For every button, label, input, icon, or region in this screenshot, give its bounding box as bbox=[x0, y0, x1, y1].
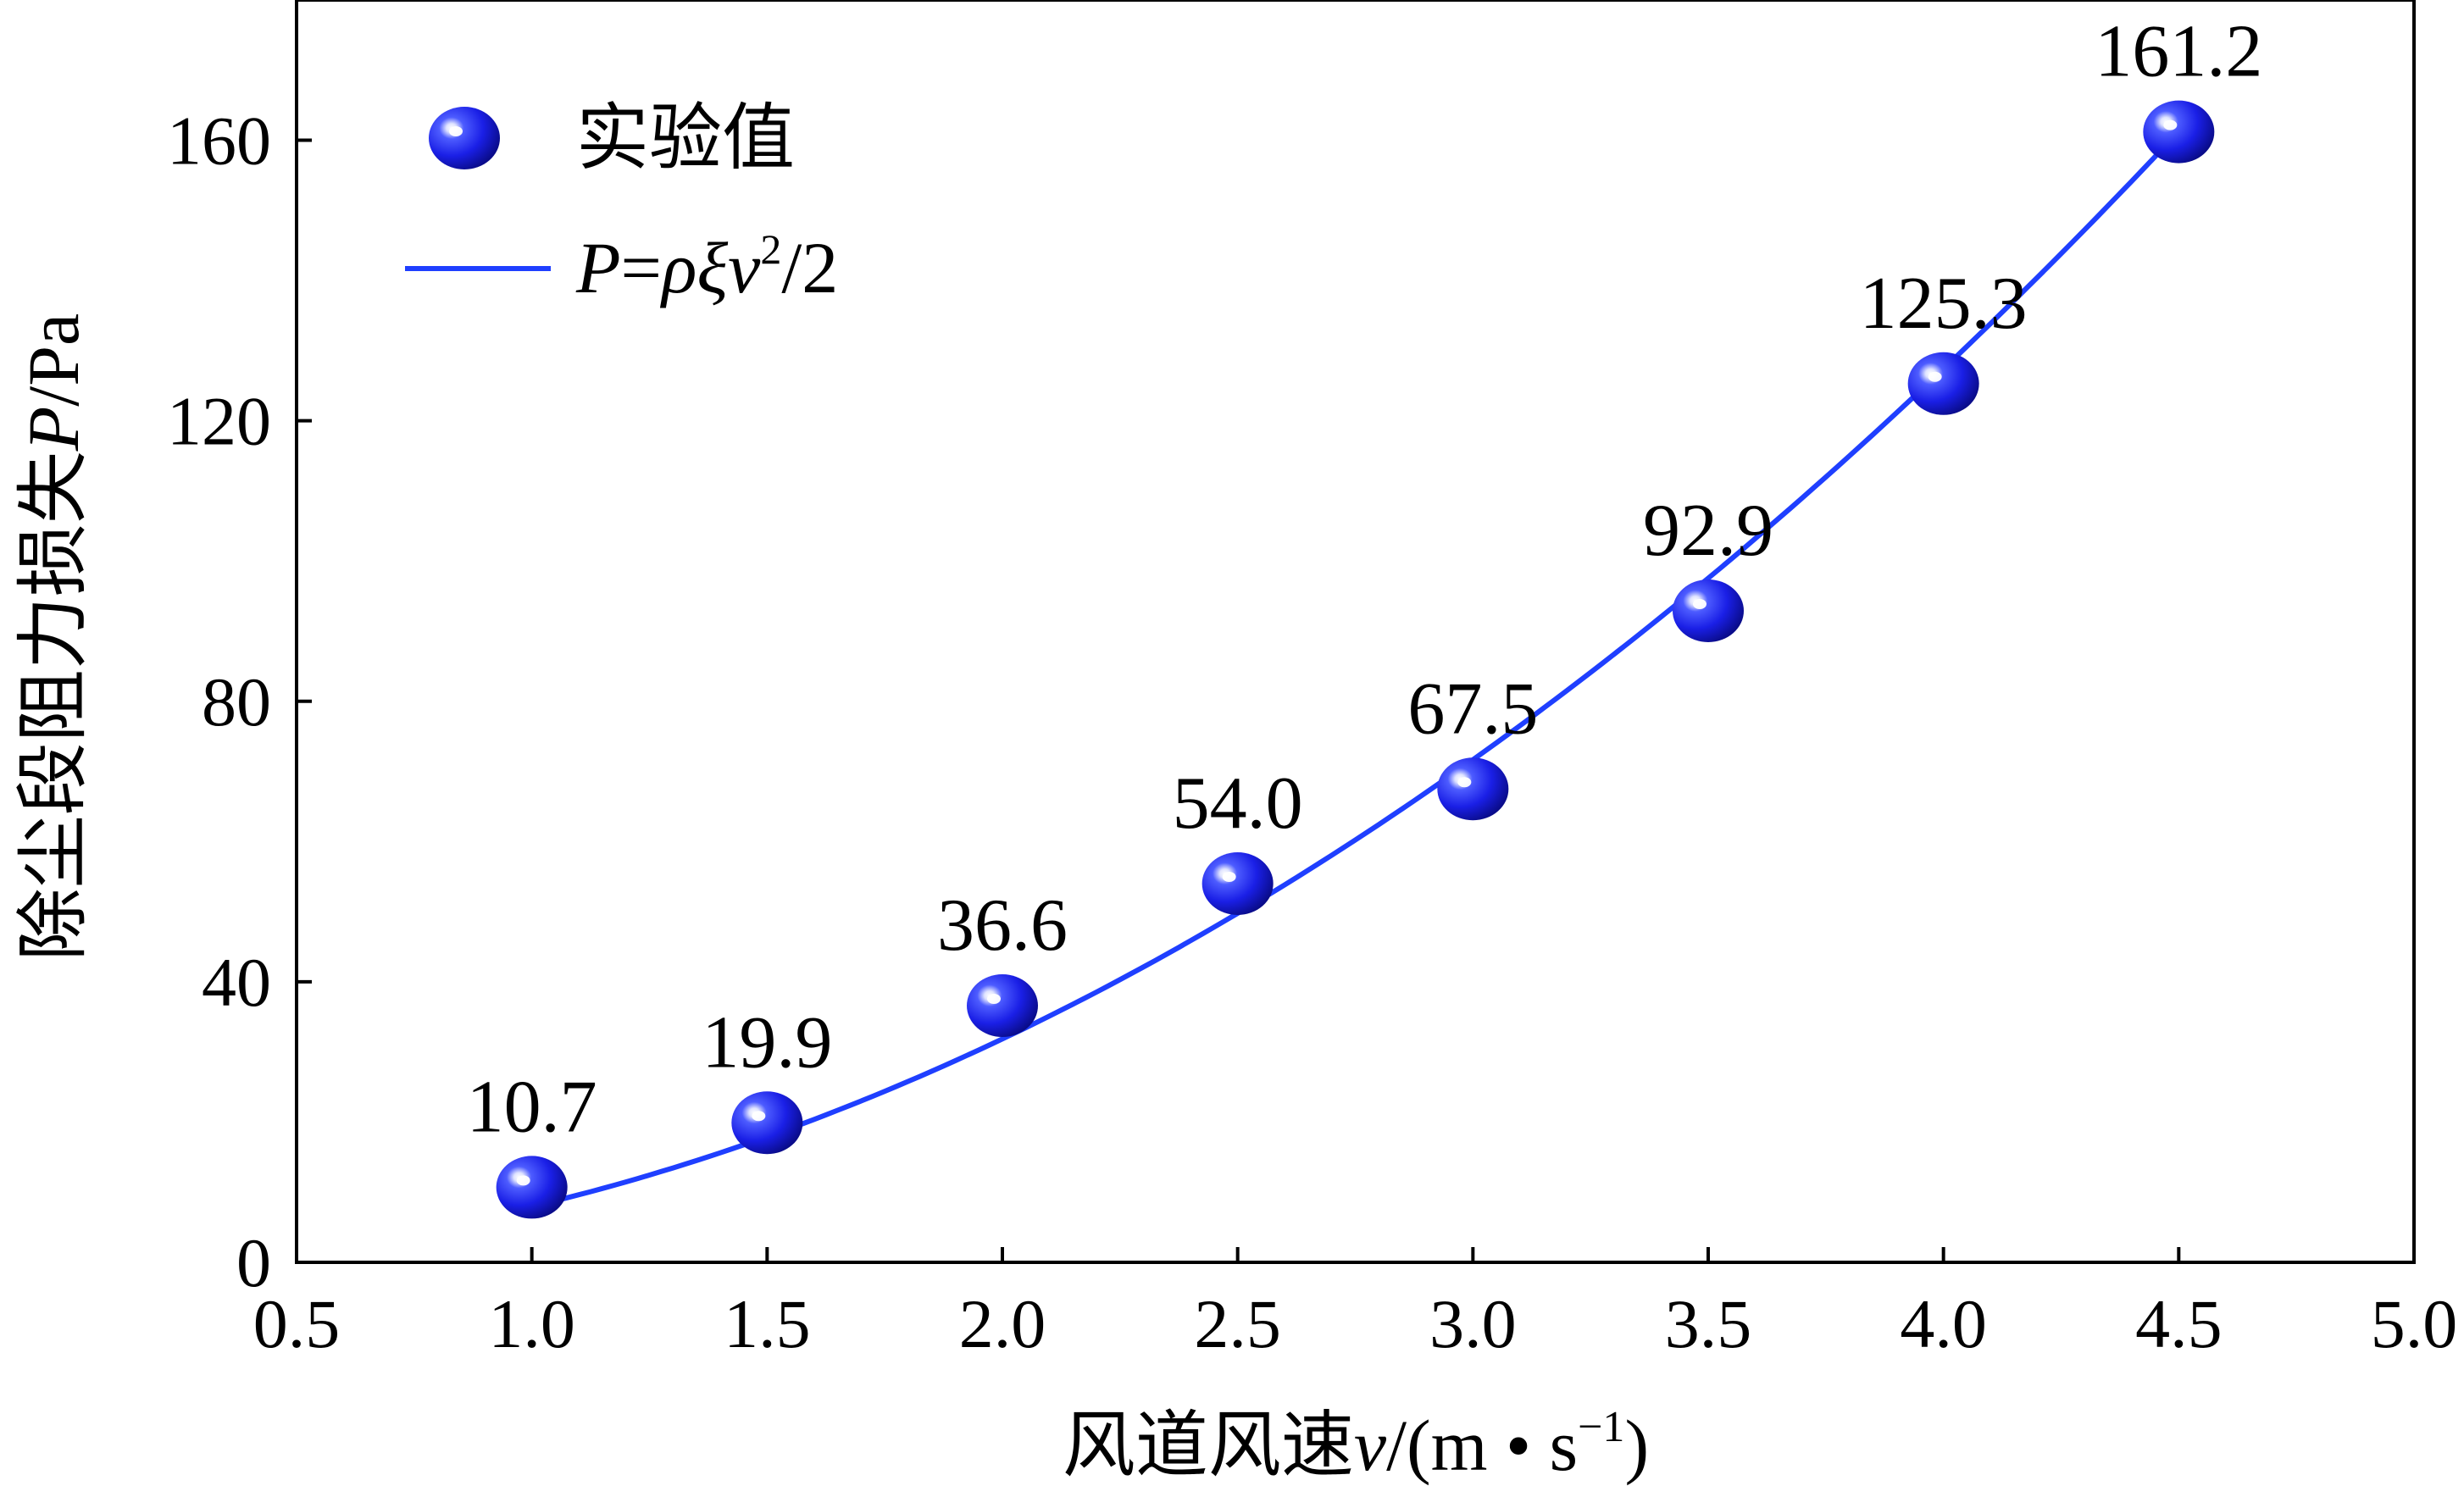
legend: 实验值 P=ρξv2/2 bbox=[405, 97, 838, 308]
y-axis: 0 40 80 120 160 bbox=[167, 103, 312, 1301]
formula-exponent: 2 bbox=[760, 225, 781, 273]
x-tick-label: 1.5 bbox=[724, 1285, 811, 1362]
data-label: 54.0 bbox=[1173, 762, 1303, 845]
x-tick-label: 3.5 bbox=[1665, 1285, 1752, 1362]
y-axis-title: 除尘段阻力损失P/Pa bbox=[13, 313, 94, 961]
y-tick-label: 40 bbox=[202, 944, 271, 1021]
fit-curve bbox=[530, 130, 2181, 1210]
x-axis-title-unit: /(m • s bbox=[1386, 1405, 1578, 1486]
data-point bbox=[731, 1091, 803, 1155]
x-tick-label: 4.5 bbox=[2135, 1285, 2223, 1362]
x-tick-label: 0.5 bbox=[253, 1285, 341, 1362]
y-axis-title-unit: /Pa bbox=[13, 313, 94, 407]
y-axis-title-cn: 除尘段阻力损失 bbox=[13, 451, 94, 961]
data-points-group bbox=[496, 100, 2215, 1219]
formula-v: v bbox=[728, 227, 761, 308]
data-point bbox=[967, 974, 1038, 1038]
x-axis-title: 风道风速v/(m • s−1) bbox=[1063, 1403, 1649, 1486]
legend-label-scatter: 实验值 bbox=[576, 97, 795, 179]
x-axis: 0.5 1.0 1.5 2.0 2.5 3.0 3.5 4.0 4.5 5.0 bbox=[253, 1247, 2458, 1362]
data-labels-group: 10.7 19.9 36.6 54.0 67.5 92.9 125.3 161.2 bbox=[467, 11, 2263, 1149]
x-axis-title-close: ) bbox=[1624, 1405, 1649, 1486]
fit-line-group bbox=[530, 130, 2181, 1210]
y-tick-label: 80 bbox=[202, 663, 271, 740]
x-axis-title-var: v bbox=[1354, 1405, 1387, 1486]
formula-rho-xi: ρξ bbox=[659, 227, 728, 308]
y-tick-label: 160 bbox=[167, 103, 271, 180]
x-axis-title-cn: 风道风速 bbox=[1063, 1405, 1354, 1486]
x-tick-label: 2.0 bbox=[959, 1285, 1046, 1362]
y-tick-label: 120 bbox=[167, 383, 271, 460]
data-point bbox=[1673, 579, 1744, 642]
x-tick-label: 2.5 bbox=[1194, 1285, 1281, 1362]
data-label: 92.9 bbox=[1643, 490, 1773, 572]
data-label: 161.2 bbox=[2095, 11, 2262, 93]
data-label: 36.6 bbox=[937, 884, 1068, 967]
data-point bbox=[1437, 757, 1509, 821]
x-tick-label: 3.0 bbox=[1429, 1285, 1517, 1362]
data-point bbox=[1201, 852, 1274, 915]
formula-p: P bbox=[575, 227, 621, 308]
data-label: 125.3 bbox=[1860, 263, 2028, 345]
x-axis-title-exponent: −1 bbox=[1578, 1403, 1624, 1451]
plot-frame bbox=[295, 0, 2416, 1264]
x-tick-label: 1.0 bbox=[488, 1285, 575, 1362]
x-tick-label: 5.0 bbox=[2371, 1285, 2458, 1362]
legend-label-line: P=ρξv2/2 bbox=[575, 225, 838, 308]
data-label: 10.7 bbox=[467, 1066, 597, 1148]
y-tick-label: 0 bbox=[236, 1224, 271, 1301]
formula-tail: /2 bbox=[781, 227, 838, 308]
data-point bbox=[496, 1156, 568, 1219]
data-point bbox=[1907, 352, 1979, 415]
data-label: 19.9 bbox=[702, 1001, 832, 1084]
data-point bbox=[2143, 100, 2215, 164]
x-tick-label: 4.0 bbox=[1900, 1285, 1987, 1362]
legend-marker-scatter bbox=[429, 107, 500, 169]
formula-eq: = bbox=[621, 227, 663, 308]
data-label: 67.5 bbox=[1407, 668, 1538, 750]
y-axis-title-var: P bbox=[13, 407, 94, 452]
